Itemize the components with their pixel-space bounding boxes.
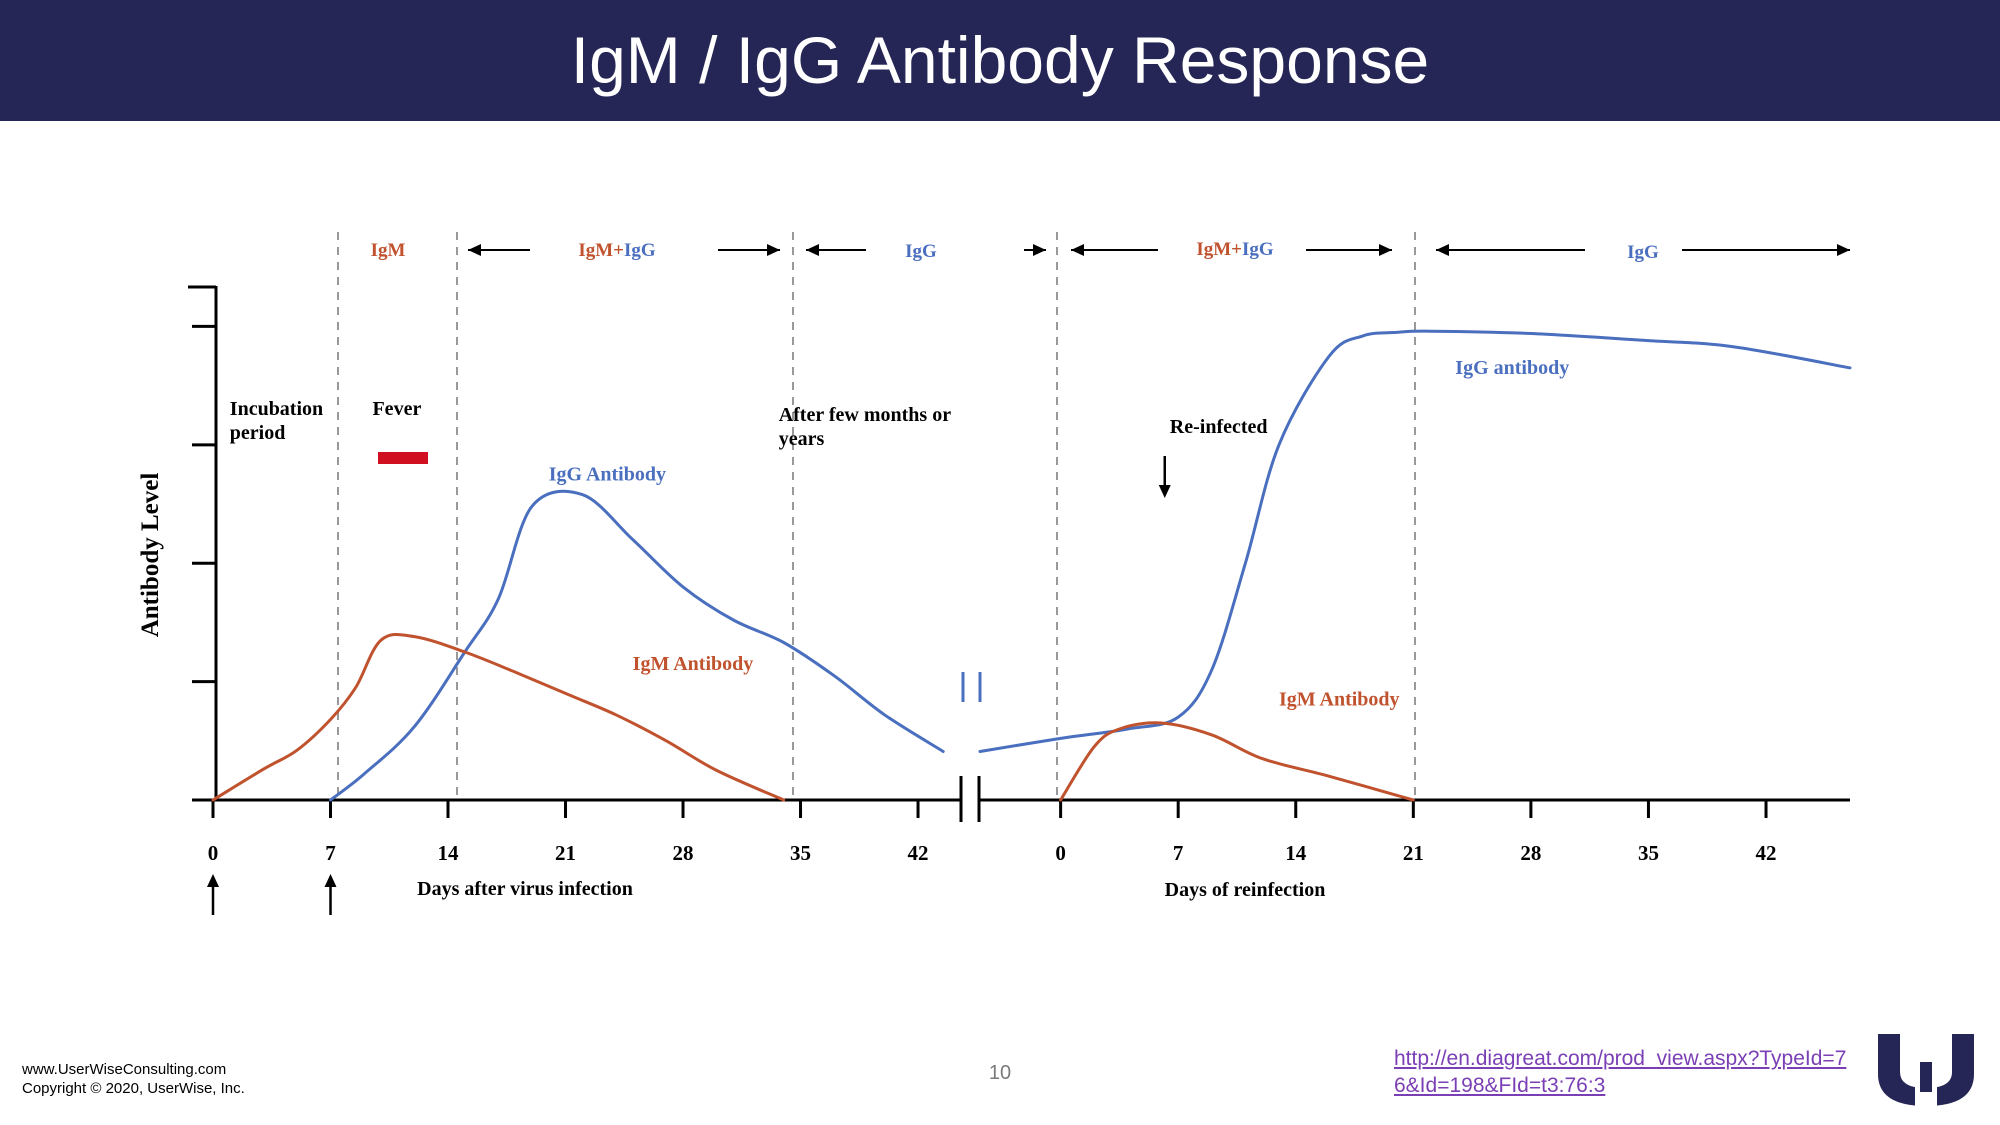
x-axis-label-reinfection: Days of reinfection bbox=[1165, 879, 1326, 901]
x-tick-label-p2-35: 35 bbox=[1638, 841, 1659, 865]
x-tick-label-p1-35: 35 bbox=[790, 841, 811, 865]
footer-credits: www.UserWiseConsulting.com Copyright © 2… bbox=[22, 1060, 245, 1098]
annotation-p1-fever: Fever bbox=[372, 398, 421, 420]
annotation-p1-incubation: Incubation bbox=[230, 398, 323, 420]
x-tick-label-p2-7: 7 bbox=[1173, 841, 1184, 865]
x-tick-label-p2-28: 28 bbox=[1520, 841, 1541, 865]
y-axis-label: Antibody Level bbox=[137, 473, 164, 638]
userwise-logo-icon bbox=[1878, 1034, 1974, 1106]
region-arrow-left-1-head bbox=[468, 244, 481, 256]
region-arrow-left-4-head bbox=[1436, 244, 1449, 256]
x-tick-label-p1-0: 0 bbox=[208, 841, 219, 865]
region-arrow-left-3-head bbox=[1071, 244, 1084, 256]
x-tick-label-p2-14: 14 bbox=[1285, 841, 1307, 865]
annotation-p1-after-few-months-or: After few months or bbox=[779, 404, 951, 426]
x-tick-label-p1-21: 21 bbox=[555, 841, 576, 865]
footer-copyright: Copyright © 2020, UserWise, Inc. bbox=[22, 1080, 245, 1097]
annotation-p2-re-infected: Re-infected bbox=[1170, 416, 1268, 438]
region-arrow-right-1-head bbox=[767, 244, 780, 256]
x-axis-label-infection: Days after virus infection bbox=[417, 878, 633, 900]
series-line-p2-igg-antibody bbox=[978, 329, 1852, 753]
region-label-igm-igg-2: IgM+IgG bbox=[1196, 239, 1274, 260]
down-arrow-head bbox=[1158, 485, 1171, 498]
x-tick-label-p1-28: 28 bbox=[673, 841, 694, 865]
page-number: 10 bbox=[988, 1062, 1012, 1084]
x-tick-label-p1-42: 42 bbox=[908, 841, 929, 865]
region-arrow-right-2-head bbox=[1033, 244, 1046, 256]
region-label-igm: IgM bbox=[371, 240, 406, 261]
annotation-p2-igg-antibody: IgG antibody bbox=[1455, 357, 1569, 379]
region-label-igg-1: IgG bbox=[905, 241, 937, 262]
slide-title: IgM / IgG Antibody Response bbox=[570, 23, 1430, 97]
slide-header: IgM / IgG Antibody Response bbox=[0, 0, 2000, 121]
region-arrow-right-4-head bbox=[1837, 244, 1850, 256]
region-arrow-left-2-head bbox=[806, 244, 819, 256]
region-label-igm-igg-1: IgM+IgG bbox=[578, 240, 656, 261]
annotation-p1-after-few-months-or-line2: years bbox=[779, 428, 825, 450]
series-line-p1-igg-antibody bbox=[329, 489, 945, 802]
region-label-igg-2: IgG bbox=[1627, 242, 1659, 263]
up-arrow-2-head bbox=[324, 874, 337, 887]
x-tick-label-p1-14: 14 bbox=[438, 841, 460, 865]
fever-bar bbox=[378, 452, 428, 464]
series-line-p2-igm-antibody bbox=[1059, 721, 1415, 802]
source-link[interactable]: http://en.diagreat.com/prod_view.aspx?Ty… bbox=[1394, 1047, 1847, 1097]
up-arrow-1-head bbox=[207, 874, 219, 887]
x-tick-label-p1-7: 7 bbox=[325, 841, 336, 865]
region-arrow-right-3-head bbox=[1379, 244, 1392, 256]
annotation-p2-igm-antibody: IgM Antibody bbox=[1279, 688, 1400, 710]
x-tick-label-p2-42: 42 bbox=[1756, 841, 1777, 865]
x-tick-label-p2-21: 21 bbox=[1403, 841, 1424, 865]
series-line-p1-igm-antibody bbox=[211, 632, 786, 802]
annotation-p1-igm-antibody: IgM Antibody bbox=[633, 653, 754, 675]
annotation-p1-incubation-line2: period bbox=[230, 422, 286, 444]
annotation-p1-igg-antibody: IgG Antibody bbox=[549, 463, 666, 485]
footer-website: www.UserWiseConsulting.com bbox=[22, 1061, 227, 1078]
x-tick-label-p2-0: 0 bbox=[1055, 841, 1066, 865]
